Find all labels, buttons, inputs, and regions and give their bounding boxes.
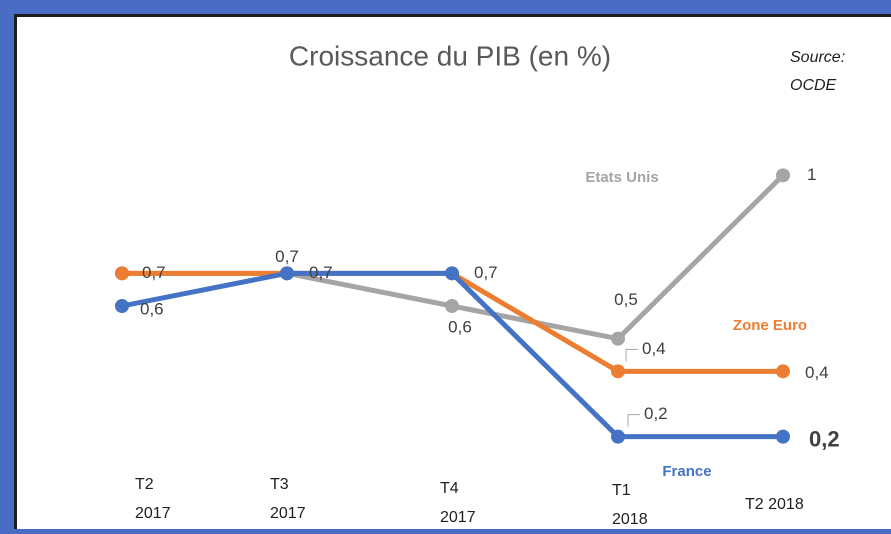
x-tick-label: T2 2017 xyxy=(135,476,171,522)
leader-line xyxy=(627,414,640,427)
data-label: 0,2 xyxy=(809,426,840,451)
marker xyxy=(776,168,790,183)
leader-line xyxy=(625,348,638,362)
marker xyxy=(280,266,294,281)
series-line xyxy=(121,270,783,440)
data-label: 0,7 xyxy=(474,263,498,282)
chart-title: Croissance du PIB (en %) xyxy=(289,40,611,71)
x-tick-label: T3 2017 xyxy=(270,476,306,522)
marker xyxy=(445,266,459,281)
marker xyxy=(776,429,790,444)
data-label: 0,7 xyxy=(309,263,333,282)
series-line xyxy=(122,173,785,342)
data-label: 1 xyxy=(807,165,816,184)
marker xyxy=(776,364,790,379)
data-label: 0,2 xyxy=(644,404,668,423)
marker xyxy=(611,331,625,346)
data-label: 0,7 xyxy=(142,263,166,282)
data-label: 0,6 xyxy=(448,317,472,336)
x-tick-label: T4 2017 xyxy=(440,480,476,526)
x-tick-label: T1 2018 xyxy=(612,482,648,528)
data-label: 0,4 xyxy=(642,339,666,358)
series-label: Etats Unis xyxy=(585,169,658,186)
data-label: 0,7 xyxy=(275,247,299,266)
marker xyxy=(115,266,129,281)
marker xyxy=(445,299,459,313)
marker xyxy=(115,299,129,313)
marker xyxy=(611,429,625,444)
data-label: 0,5 xyxy=(614,290,638,309)
marker xyxy=(611,364,625,379)
series-label: France xyxy=(662,463,711,480)
x-tick-label: T2 2018 xyxy=(745,496,804,513)
source-note: Source: OCDE xyxy=(790,49,846,94)
data-label: 0,6 xyxy=(140,299,164,318)
series-label: Zone Euro xyxy=(733,317,807,334)
data-label: 0,4 xyxy=(805,363,829,382)
